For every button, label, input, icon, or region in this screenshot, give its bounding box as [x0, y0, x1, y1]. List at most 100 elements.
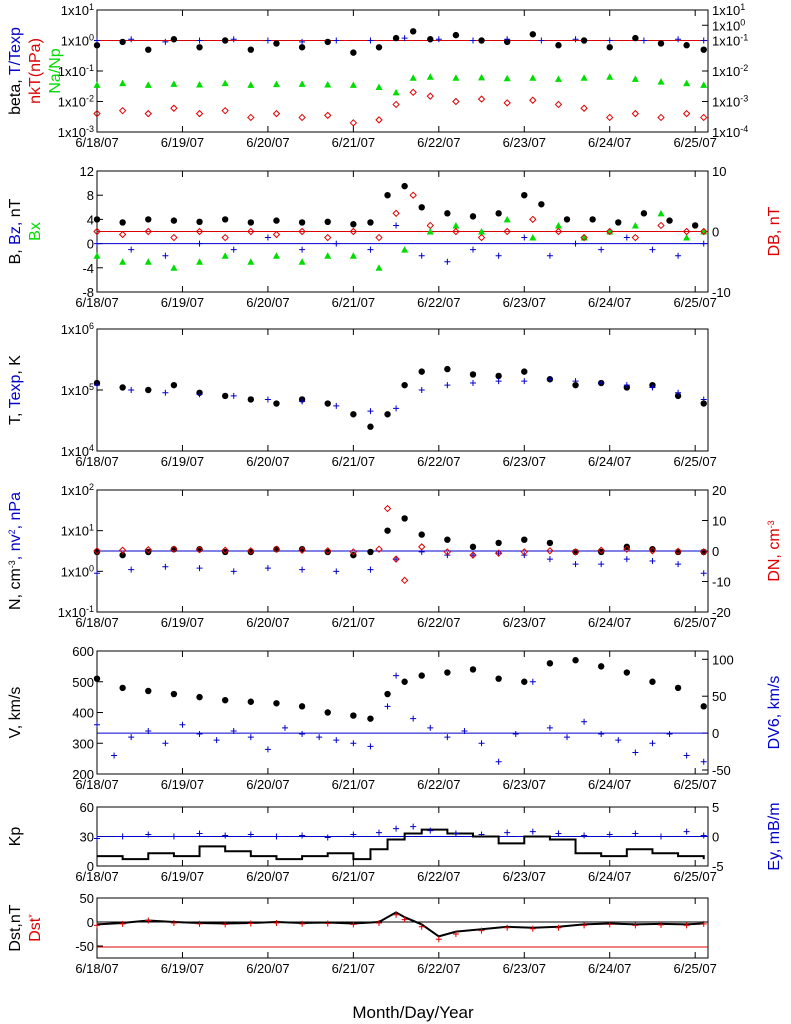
data-point [273, 40, 280, 47]
data-point [298, 113, 306, 122]
data-point [272, 252, 280, 259]
series-green-tri [93, 209, 708, 271]
data-point [162, 252, 169, 259]
data-point [324, 920, 331, 927]
data-point [426, 228, 434, 235]
x-tick-label: 6/20/07 [246, 777, 289, 792]
y2-tick-label: 1x10-2 [712, 63, 748, 79]
data-point [221, 252, 229, 259]
data-point [196, 218, 203, 226]
data-point [426, 221, 434, 230]
data-point [691, 222, 699, 229]
data-point [264, 234, 271, 241]
data-point [649, 546, 656, 553]
data-point [700, 81, 708, 88]
data-point [631, 221, 639, 229]
y-axis-title: B, Bz, nT [7, 198, 24, 264]
data-point [119, 38, 126, 46]
x-tick-label: 6/20/07 [246, 454, 289, 469]
series-red-plus [94, 911, 707, 943]
data-point [272, 545, 281, 553]
data-point [179, 721, 186, 728]
data-point [349, 252, 357, 259]
data-point [418, 543, 426, 551]
data-point [401, 182, 408, 190]
y-tick-label: 12 [80, 164, 94, 179]
data-point [597, 663, 605, 670]
data-point [299, 731, 306, 738]
data-point [298, 44, 306, 51]
data-point [700, 396, 707, 403]
data-point [529, 31, 537, 38]
x-tick-label: 6/22/07 [417, 615, 460, 630]
data-point [470, 380, 476, 387]
data-point [529, 234, 537, 241]
data-point [452, 221, 460, 229]
data-point [469, 213, 477, 220]
data-point [93, 109, 101, 118]
x-axis-title: Month/Day/Year [352, 1003, 474, 1022]
y-tick-label: 0 [87, 859, 94, 874]
plot-frame [96, 9, 709, 133]
data-point [93, 81, 101, 88]
data-point [409, 28, 417, 35]
x-tick-label: 6/19/07 [161, 135, 204, 150]
data-point [418, 368, 425, 375]
y-tick-label: 300 [72, 736, 94, 751]
panel-p7: 6/18/07 6/19/07 6/20/07 6/21/07 6/22/07 6/23/… [7, 891, 717, 976]
series-black-dot [93, 365, 707, 430]
data-point [632, 34, 639, 42]
x-tick-label: 6/18/07 [75, 295, 118, 310]
x-tick-label: 6/21/07 [332, 295, 375, 310]
y2-tick-label: 1x101 [712, 2, 745, 18]
data-point [170, 546, 178, 553]
series-blue-plus [94, 35, 707, 45]
data-point [375, 44, 383, 51]
x-tick-label: 6/18/07 [75, 615, 118, 630]
data-point [145, 46, 152, 53]
data-point [230, 36, 237, 43]
data-point [247, 698, 255, 705]
x-tick-label: 6/25/07 [673, 135, 716, 150]
data-point [221, 37, 229, 44]
data-point [333, 568, 340, 575]
data-point [367, 566, 374, 573]
data-point [435, 936, 442, 943]
y2-tick-label: -20 [712, 605, 731, 620]
x-tick-label: 6/20/07 [246, 615, 289, 630]
x-tick-label: 6/25/07 [673, 615, 716, 630]
data-point [657, 40, 665, 47]
data-point [452, 74, 460, 81]
series-black-dot [93, 28, 707, 56]
data-point [144, 227, 152, 236]
data-point [700, 227, 708, 236]
y-axis-title: T, Texp, K [7, 355, 24, 425]
data-point [683, 828, 690, 835]
data-point [700, 400, 707, 407]
data-point [426, 73, 434, 80]
data-point [170, 381, 178, 389]
y2-tick-label: 5 [712, 800, 719, 815]
data-point [299, 566, 306, 573]
x-tick-label: 6/25/07 [673, 295, 716, 310]
y-axis-title-2: nkT(nPa) [27, 38, 44, 104]
y-tick-label: 1x102 [61, 482, 94, 498]
x-tick-label: 6/22/07 [417, 295, 460, 310]
data-point [675, 252, 682, 259]
data-point [324, 218, 331, 226]
data-point [623, 545, 631, 553]
data-point [144, 258, 152, 265]
data-point [298, 80, 306, 87]
data-point [409, 88, 417, 97]
data-point [93, 252, 101, 259]
data-point [529, 925, 536, 932]
data-point [478, 831, 485, 838]
data-point [273, 400, 280, 407]
data-point [494, 549, 503, 557]
x-tick-label: 6/23/07 [503, 869, 546, 884]
data-point [572, 378, 579, 385]
data-point [529, 678, 536, 685]
data-point [119, 79, 127, 87]
data-point [298, 219, 306, 226]
data-point [93, 216, 101, 223]
